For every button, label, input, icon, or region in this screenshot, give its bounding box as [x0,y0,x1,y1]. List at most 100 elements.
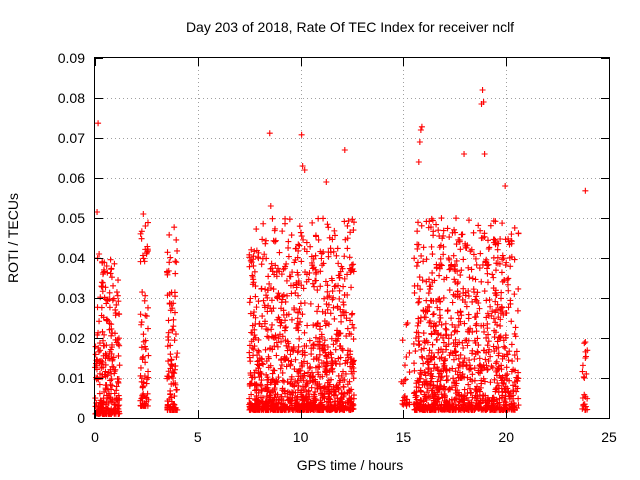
data-point [284,347,291,354]
data-point [344,222,351,229]
data-point [250,346,257,353]
data-point [507,297,514,304]
data-point [473,328,480,335]
data-point [337,399,344,406]
data-point [322,403,329,410]
data-point [308,384,315,391]
data-point [263,400,270,407]
data-point [329,358,336,365]
data-point [415,319,422,326]
data-point [139,289,146,296]
data-point [334,404,341,411]
data-point [487,303,494,310]
data-point [296,242,303,249]
data-point [458,231,465,238]
data-point [478,377,485,384]
data-point [467,248,474,255]
data-point [165,368,172,375]
data-point [425,392,432,399]
data-point [251,248,258,255]
data-point [254,358,261,365]
data-point [285,340,292,347]
data-point [411,367,418,374]
data-point [477,250,484,257]
data-point [582,187,589,194]
data-point [145,352,152,359]
data-point [92,351,99,358]
data-point [246,254,253,261]
data-point [107,377,114,384]
data-point [461,320,468,327]
data-point [272,406,279,413]
data-point [334,245,341,252]
data-point [258,261,265,268]
data-point [461,399,468,406]
data-point [338,312,345,319]
data-point [472,255,479,262]
data-point [494,246,501,253]
chart-title: Day 203 of 2018, Rate Of TEC Index for r… [186,19,514,35]
data-point [446,234,453,241]
data-point [514,374,521,381]
data-point [493,385,500,392]
data-point [456,360,463,367]
data-point [502,399,509,406]
data-point [469,275,476,282]
data-point [267,285,274,292]
data-point [112,310,119,317]
data-point [436,355,443,362]
data-point [476,305,483,312]
data-point [269,376,276,383]
data-point [262,384,269,391]
data-point [453,215,460,222]
data-point [505,287,512,294]
data-point [425,224,432,231]
data-point [510,387,517,394]
data-point [465,311,472,318]
data-point [343,315,350,322]
data-point [252,293,259,300]
data-point [108,325,115,332]
data-point [139,384,146,391]
y-tick-label: 0.06 [58,170,85,186]
data-point [443,274,450,281]
data-point [579,362,586,369]
data-point [441,392,448,399]
data-point [336,287,343,294]
data-point [274,265,281,272]
data-point [278,338,285,345]
data-point [423,256,430,263]
data-point [342,357,349,364]
data-point [434,378,441,385]
data-point [283,260,290,267]
data-point [272,262,279,269]
data-point [174,350,181,357]
data-point [272,225,279,232]
data-point [167,307,174,314]
data-point [467,366,474,373]
data-point [272,237,279,244]
data-point [473,293,480,300]
data-point [461,151,468,157]
data-point [501,343,508,350]
data-point [506,254,513,261]
data-point [450,339,457,346]
data-point [255,389,262,396]
x-tick-label: 15 [396,429,412,445]
data-point [505,238,512,245]
data-point [295,382,302,389]
data-point [288,397,295,404]
data-point [113,383,120,390]
data-point [115,376,122,383]
axis-ticks [95,58,610,419]
data-point [420,330,427,337]
data-point [108,398,115,405]
data-point [584,395,591,402]
data-point [331,232,338,239]
data-point [314,287,321,294]
data-point [464,374,471,381]
data-point [347,351,354,358]
data-point [415,379,422,386]
data-point [280,356,287,363]
data-point [503,310,510,317]
